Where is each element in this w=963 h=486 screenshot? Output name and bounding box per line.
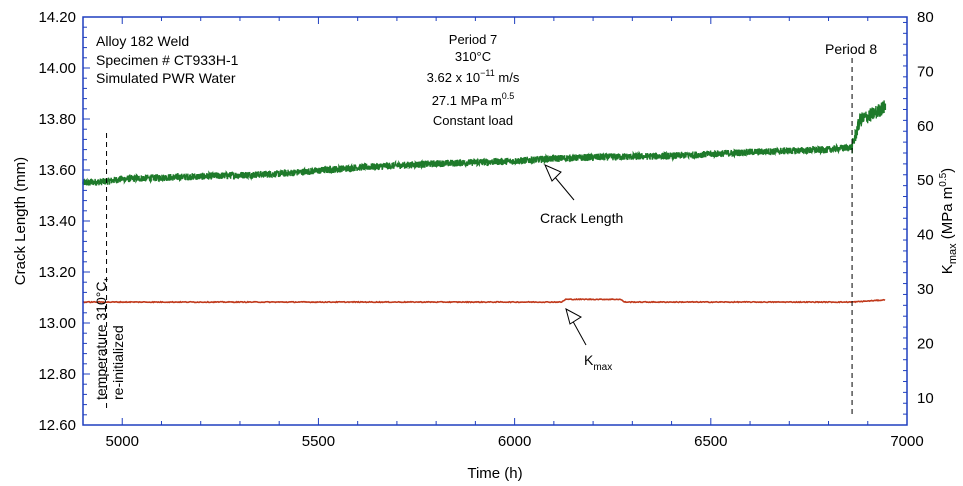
- y-left-tick-label: 13.60: [38, 162, 76, 179]
- specimen-info: Alloy 182 Weld Specimen # CT933H-1 Simul…: [96, 33, 239, 86]
- period-8-label: Period 8: [825, 41, 877, 57]
- y-left-tick-label: 14.00: [38, 60, 76, 77]
- x-tick-labels: 5000 5500 6000 6500 7000: [106, 433, 924, 450]
- y-left-axis-title: Crack Length (mm): [12, 157, 29, 285]
- y-left-tick-label: 12.80: [38, 366, 76, 383]
- kmax-arrow-head: [565, 308, 582, 325]
- x-tick-label: 5000: [106, 433, 139, 450]
- period-7-load: Constant load: [433, 113, 513, 128]
- kmax-annotation: Kmax: [565, 308, 612, 373]
- crack-length-arrow-head: [544, 164, 562, 182]
- kmax-label: Kmax: [584, 352, 612, 373]
- event-1-label-line-2: re-initialized: [110, 325, 126, 400]
- x-tick-label: 6000: [498, 433, 531, 450]
- y-right-tick-label: 80: [917, 9, 934, 26]
- y-right-axis-title: Kmax (MPa m0.5): [938, 168, 959, 274]
- info-line-environment: Simulated PWR Water: [96, 70, 236, 86]
- period-7-growth-rate: 3.62 x 10−11 m/s: [427, 68, 520, 85]
- x-axis-title: Time (h): [467, 465, 522, 482]
- y-right-tick-label: 20: [917, 335, 934, 352]
- y-left-tick-label: 14.20: [38, 9, 76, 26]
- plot-frame: [82, 16, 908, 426]
- x-tick-label: 7000: [890, 433, 923, 450]
- y-left-tick-label: 13.00: [38, 315, 76, 332]
- y-left-tick-label: 13.40: [38, 213, 76, 230]
- period-7-k-value: 27.1 MPa m0.5: [432, 91, 515, 108]
- y-left-tick-label: 12.60: [38, 417, 76, 434]
- crack-length-series: [82, 100, 887, 187]
- y-right-tick-label: 60: [917, 118, 934, 135]
- info-line-alloy: Alloy 182 Weld: [96, 33, 189, 49]
- x-tick-label: 5500: [302, 433, 335, 450]
- x-tick-label: 6500: [694, 433, 727, 450]
- y-right-tick-label: 30: [917, 281, 934, 298]
- y-right-tick-label: 10: [917, 390, 934, 407]
- crack-length-annotation: Crack Length: [540, 164, 623, 226]
- period-7-info: Period 7 310°C 3.62 x 10−11 m/s 27.1 MPa…: [427, 32, 520, 128]
- y-right-tick-label: 40: [917, 227, 934, 244]
- y-left-tick-label: 13.20: [38, 264, 76, 281]
- crack-length-label: Crack Length: [540, 210, 623, 226]
- y-left-tick-label: 13.80: [38, 111, 76, 128]
- event-1-label-line-1: temperature 310°C,: [93, 278, 109, 400]
- period-7-temperature: 310°C: [455, 49, 491, 64]
- y-right-tick-labels: 10 20 30 40 50 60 70 80: [917, 9, 934, 407]
- event-1-label: temperature 310°C, re-initialized: [93, 274, 126, 400]
- kmax-series: [82, 297, 886, 304]
- y-left-tick-labels: 12.60 12.80 13.00 13.20 13.40 13.60 13.80 14.00…: [38, 9, 76, 434]
- y-right-tick-label: 70: [917, 63, 934, 80]
- period-7-title: Period 7: [449, 32, 497, 47]
- y-right-tick-label: 50: [917, 172, 934, 189]
- info-line-specimen: Specimen # CT933H-1: [96, 52, 239, 68]
